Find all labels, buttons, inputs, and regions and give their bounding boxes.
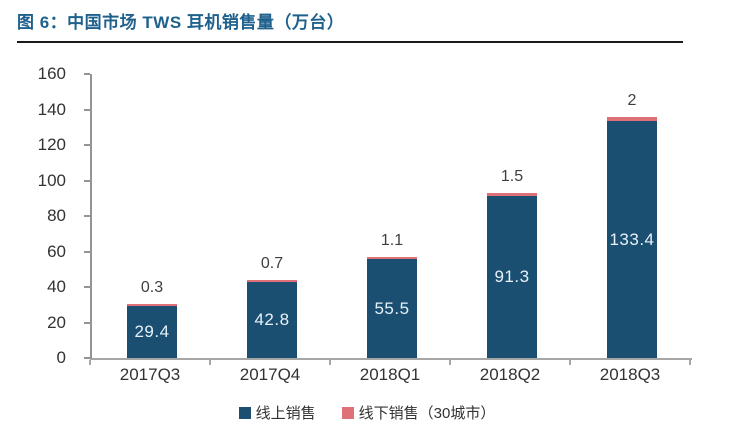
bar-group-2018Q1: 1.1 55.5 bbox=[332, 74, 452, 358]
y-axis-tick-mark bbox=[84, 179, 90, 182]
legend-item-online: 线上销售 bbox=[238, 402, 316, 423]
x-axis-category-label: 2018Q2 bbox=[479, 365, 541, 384]
x-axis-category-label: 2017Q3 bbox=[119, 365, 181, 384]
y-axis-tick-label: 60 bbox=[47, 241, 66, 261]
bar-stack: 91.3 bbox=[487, 193, 537, 358]
offline-value-label: 1.1 bbox=[380, 232, 404, 249]
bar-stack: 42.8 bbox=[247, 280, 297, 358]
y-axis-tick-label: 100 bbox=[37, 170, 66, 190]
legend-item-offline: 线下销售（30城市） bbox=[341, 402, 496, 423]
online-sales-segment: 29.4 bbox=[127, 306, 177, 358]
y-axis-tick-label: 0 bbox=[56, 348, 66, 367]
offline-sales-segment bbox=[247, 280, 297, 282]
offline-value-label: 1.5 bbox=[500, 168, 524, 185]
bar-group-2018Q3: 2 133.4 bbox=[572, 74, 692, 358]
legend-label-online: 线上销售 bbox=[255, 405, 316, 422]
chart-title: 图 6：中国市场 TWS 耳机销售量（万台） bbox=[17, 13, 345, 32]
offline-sales-segment bbox=[607, 117, 657, 121]
offline-sales-segment bbox=[367, 257, 417, 259]
y-axis-tick-label: 20 bbox=[47, 312, 66, 332]
y-axis-tick-mark bbox=[84, 286, 90, 288]
y-axis-tick-label: 80 bbox=[47, 206, 66, 225]
plot-area: 0.3 29.4 0.7 42.8 1.1 55.5 1.5 91.3 2 133.4 bbox=[90, 74, 692, 360]
y-axis-tick-mark bbox=[84, 108, 90, 111]
offline-value-label: 0.7 bbox=[260, 255, 284, 272]
x-axis-category-label: 2018Q3 bbox=[599, 365, 661, 384]
offline-sales-segment bbox=[487, 193, 537, 196]
legend-swatch-offline bbox=[341, 406, 354, 419]
x-axis-tick-mark bbox=[329, 360, 331, 365]
y-axis-tick-label: 40 bbox=[47, 277, 66, 296]
bar-group-2018Q2: 1.5 91.3 bbox=[452, 74, 572, 358]
y-axis-tick-mark bbox=[84, 321, 90, 324]
x-axis-tick-mark bbox=[569, 360, 571, 365]
y-axis-tick-label: 160 bbox=[37, 64, 66, 83]
x-axis-category-label: 2017Q4 bbox=[239, 365, 301, 384]
online-sales-segment: 42.8 bbox=[247, 282, 297, 358]
chart-legend: 线上销售 线下销售（30城市） bbox=[0, 402, 734, 423]
y-axis-tick-mark bbox=[84, 73, 90, 75]
offline-value-label: 2 bbox=[627, 92, 637, 109]
offline-value-label: 0.3 bbox=[140, 279, 164, 296]
online-value-label: 29.4 bbox=[134, 322, 170, 341]
x-axis-category-label: 2018Q1 bbox=[359, 365, 421, 384]
legend-label-offline: 线下销售（30城市） bbox=[358, 405, 496, 422]
online-value-label: 42.8 bbox=[254, 310, 290, 329]
online-value-label: 91.3 bbox=[494, 267, 530, 286]
online-sales-segment: 133.4 bbox=[607, 121, 657, 358]
x-axis-tick-mark bbox=[89, 360, 91, 365]
y-axis-tick-mark bbox=[84, 357, 90, 359]
title-divider bbox=[17, 41, 683, 43]
online-value-label: 133.4 bbox=[609, 229, 655, 249]
y-axis-tick-mark bbox=[84, 250, 90, 253]
online-sales-segment: 91.3 bbox=[487, 196, 537, 358]
x-axis-tick-mark bbox=[449, 360, 451, 365]
offline-sales-segment bbox=[127, 304, 177, 306]
y-axis-tick-mark bbox=[84, 215, 90, 217]
y-axis-tick-label: 120 bbox=[37, 135, 66, 154]
bar-stack: 55.5 bbox=[367, 257, 417, 358]
online-value-label: 55.5 bbox=[374, 298, 410, 318]
legend-swatch-online bbox=[238, 406, 251, 419]
bar-stack: 29.4 bbox=[127, 304, 177, 358]
bar-stack: 133.4 bbox=[607, 117, 657, 358]
bar-group-2017Q3: 0.3 29.4 bbox=[92, 74, 212, 358]
y-axis-tick-mark bbox=[84, 144, 90, 146]
x-axis-tick-mark bbox=[689, 360, 691, 365]
x-axis-tick-mark bbox=[209, 360, 211, 365]
y-axis-tick-label: 140 bbox=[37, 99, 66, 119]
online-sales-segment: 55.5 bbox=[367, 259, 417, 358]
bar-group-2017Q4: 0.7 42.8 bbox=[212, 74, 332, 358]
